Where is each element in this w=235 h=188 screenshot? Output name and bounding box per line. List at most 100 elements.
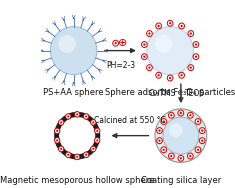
Circle shape (47, 69, 49, 70)
Circle shape (54, 24, 56, 25)
FancyBboxPatch shape (85, 114, 90, 120)
Circle shape (163, 120, 165, 123)
Circle shape (197, 120, 199, 123)
Circle shape (188, 65, 194, 71)
Circle shape (195, 43, 197, 46)
Text: Magnetic mesoporous hollow sphere: Magnetic mesoporous hollow sphere (0, 176, 154, 185)
FancyBboxPatch shape (73, 112, 76, 117)
Circle shape (169, 22, 171, 24)
FancyBboxPatch shape (60, 118, 65, 123)
Circle shape (43, 60, 45, 61)
Circle shape (54, 76, 56, 78)
Circle shape (60, 121, 62, 124)
Circle shape (96, 130, 98, 132)
Circle shape (157, 138, 162, 144)
FancyBboxPatch shape (55, 139, 60, 143)
Circle shape (148, 67, 151, 69)
Circle shape (195, 147, 201, 153)
FancyBboxPatch shape (87, 116, 92, 121)
FancyBboxPatch shape (54, 136, 59, 140)
Circle shape (63, 19, 65, 21)
Circle shape (59, 146, 64, 152)
FancyBboxPatch shape (70, 154, 74, 159)
Circle shape (163, 117, 199, 154)
FancyBboxPatch shape (76, 112, 79, 117)
FancyBboxPatch shape (89, 148, 94, 153)
Circle shape (178, 155, 184, 161)
Text: Coating silica layer: Coating silica layer (141, 176, 221, 185)
Circle shape (180, 25, 183, 27)
Circle shape (201, 139, 203, 142)
Circle shape (193, 54, 199, 60)
Circle shape (147, 65, 152, 71)
Circle shape (156, 72, 161, 78)
FancyBboxPatch shape (87, 150, 92, 155)
Circle shape (92, 148, 94, 150)
Text: C₁₈TMS: C₁₈TMS (149, 89, 176, 98)
FancyBboxPatch shape (94, 139, 100, 143)
Circle shape (56, 130, 58, 132)
Circle shape (58, 35, 76, 53)
Circle shape (90, 120, 96, 125)
Circle shape (168, 153, 174, 159)
Circle shape (170, 114, 172, 116)
Circle shape (158, 74, 160, 76)
FancyBboxPatch shape (81, 154, 85, 159)
Circle shape (188, 31, 194, 36)
FancyBboxPatch shape (92, 123, 98, 127)
Circle shape (201, 130, 203, 132)
FancyBboxPatch shape (95, 134, 100, 137)
Circle shape (98, 69, 100, 70)
FancyBboxPatch shape (58, 146, 63, 151)
FancyBboxPatch shape (67, 152, 71, 158)
FancyBboxPatch shape (85, 151, 90, 157)
FancyBboxPatch shape (54, 131, 59, 135)
FancyBboxPatch shape (65, 151, 69, 157)
Circle shape (56, 139, 58, 141)
Circle shape (155, 109, 207, 162)
Circle shape (74, 112, 80, 117)
FancyBboxPatch shape (56, 142, 61, 146)
Circle shape (170, 155, 172, 157)
Circle shape (148, 32, 151, 35)
Circle shape (67, 154, 69, 156)
Circle shape (91, 76, 93, 78)
Circle shape (188, 153, 193, 159)
Text: PH=2-3: PH=2-3 (106, 61, 136, 70)
Circle shape (66, 114, 71, 119)
Circle shape (197, 149, 199, 151)
Circle shape (83, 152, 89, 158)
FancyBboxPatch shape (57, 144, 62, 149)
Circle shape (161, 147, 167, 153)
Circle shape (47, 31, 49, 33)
Circle shape (157, 128, 162, 133)
Circle shape (76, 156, 78, 158)
Circle shape (143, 43, 145, 46)
Circle shape (41, 50, 43, 52)
Circle shape (190, 32, 192, 35)
Circle shape (63, 80, 65, 82)
Circle shape (55, 138, 60, 143)
Circle shape (94, 138, 100, 143)
FancyBboxPatch shape (60, 148, 65, 153)
Circle shape (189, 155, 192, 157)
Circle shape (163, 149, 165, 151)
FancyBboxPatch shape (83, 152, 87, 158)
Circle shape (180, 74, 183, 76)
Circle shape (102, 60, 104, 61)
FancyBboxPatch shape (91, 120, 96, 125)
Circle shape (158, 25, 160, 27)
Circle shape (161, 119, 167, 124)
Circle shape (158, 130, 161, 132)
FancyBboxPatch shape (65, 114, 69, 120)
Circle shape (178, 110, 184, 116)
Circle shape (168, 112, 174, 118)
FancyBboxPatch shape (78, 154, 82, 159)
Circle shape (193, 42, 199, 48)
Circle shape (180, 112, 182, 114)
FancyBboxPatch shape (58, 120, 63, 125)
Circle shape (73, 82, 74, 84)
Circle shape (169, 124, 183, 137)
Circle shape (104, 50, 106, 52)
Circle shape (90, 146, 96, 152)
